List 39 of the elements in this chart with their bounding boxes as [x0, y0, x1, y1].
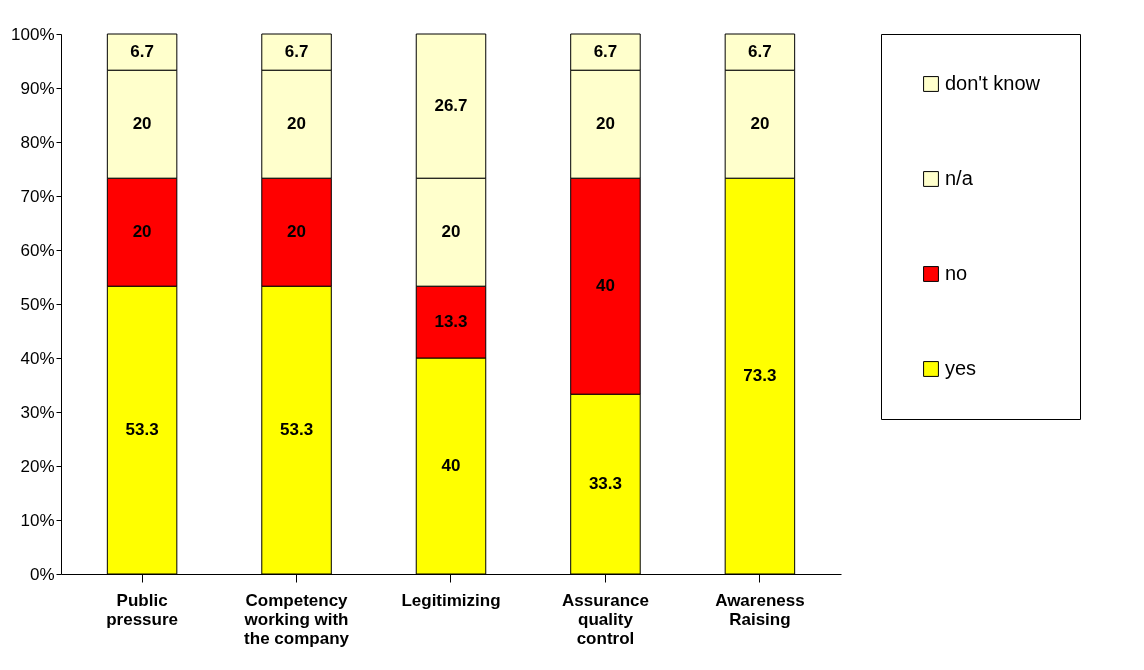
y-tick-label: 10%	[20, 510, 55, 530]
legend-label: n/a	[945, 167, 974, 189]
x-tick-label: Awareness Raising	[715, 590, 805, 629]
x-tick-label: Assurance quality control	[561, 590, 649, 648]
x-tick-label: Competency working with the company	[243, 590, 350, 648]
legend-label: yes	[945, 357, 977, 379]
data-label: 73.3	[743, 366, 777, 386]
data-label: 33.3	[588, 474, 622, 494]
data-label: 20	[287, 222, 307, 242]
y-tick-label: 70%	[20, 186, 55, 206]
x-tick-label: Public pressure	[106, 590, 178, 629]
y-tick-label: 60%	[20, 240, 55, 260]
y-tick-label: 100%	[11, 24, 55, 44]
data-label: 6.7	[593, 42, 618, 62]
data-label: 6.7	[748, 42, 772, 62]
data-label: 53.3	[280, 420, 314, 440]
data-label: 20	[441, 222, 461, 242]
data-label: 6.7	[130, 42, 154, 62]
legend-label: don't know	[945, 72, 1041, 94]
x-tick-label: Legitimizing	[401, 590, 501, 610]
legend-label: no	[945, 262, 968, 284]
data-label: 20	[132, 222, 152, 242]
y-tick-label: 20%	[20, 456, 55, 476]
y-tick-label: 0%	[29, 564, 55, 584]
data-label: 26.7	[434, 96, 468, 116]
data-label: 20	[595, 114, 615, 134]
data-label: 20	[132, 114, 152, 134]
y-tick-label: 80%	[20, 132, 55, 152]
data-label: 13.3	[434, 312, 468, 332]
data-label: 40	[441, 456, 461, 475]
data-label: 6.7	[284, 42, 309, 62]
y-tick-label: 30%	[20, 402, 55, 422]
data-label: 53.3	[125, 420, 159, 440]
data-label: 20	[750, 114, 770, 134]
data-label: 40	[595, 276, 615, 296]
y-tick-label: 50%	[20, 294, 55, 314]
y-tick-label: 90%	[20, 78, 55, 98]
y-tick-label: 40%	[20, 348, 55, 368]
data-label: 20	[287, 114, 307, 134]
